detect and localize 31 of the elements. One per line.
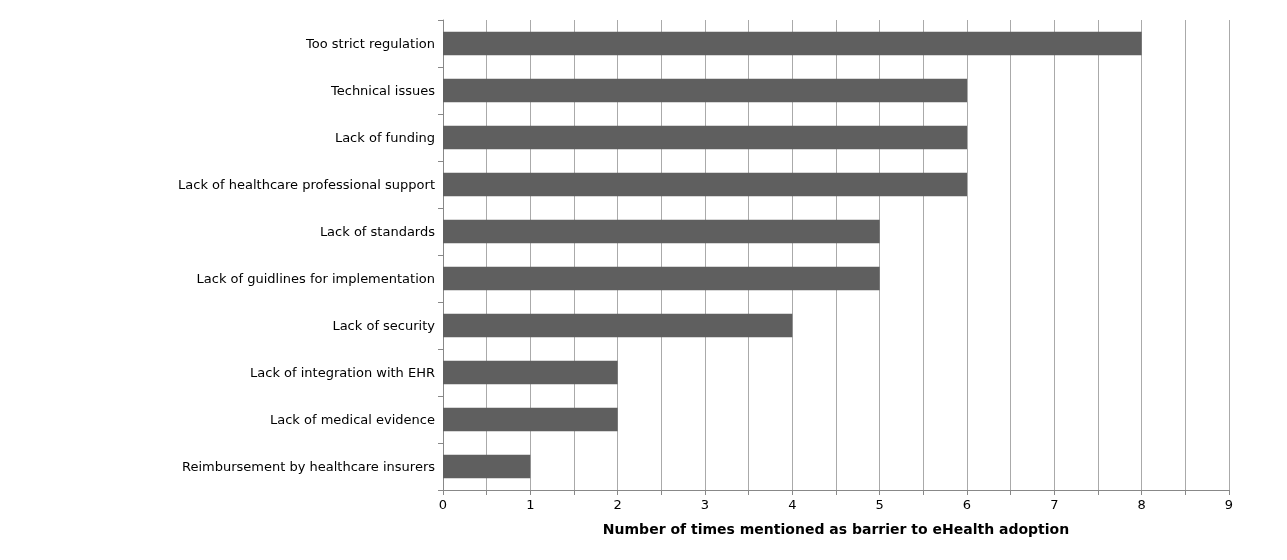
bar: [443, 407, 618, 432]
x-tick-label: 7: [1050, 497, 1059, 512]
x-tick-label: 2: [613, 497, 622, 512]
x-tick-label: 4: [788, 497, 797, 512]
bar: [443, 313, 793, 338]
bar: [443, 454, 531, 479]
x-tick-label: 3: [700, 497, 710, 512]
y-tick-label: Technical issues: [330, 83, 436, 98]
y-tick-label: Lack of funding: [334, 130, 435, 145]
x-tick-label: 9: [1224, 497, 1234, 512]
x-tick-label: 0: [438, 497, 448, 512]
y-tick-label: Lack of healthcare professional support: [178, 177, 435, 192]
bar: [443, 266, 880, 291]
x-axis-title: Number of times mentioned as barrier to eHealth adoption: [602, 521, 1070, 537]
bar: [443, 360, 618, 385]
x-tick-label: 6: [962, 497, 972, 512]
x-tick-label: 1: [526, 497, 535, 512]
bar: [443, 125, 967, 150]
bar: [443, 31, 1142, 56]
y-tick-label: Lack of guidlines for implementation: [196, 271, 435, 286]
x-tick-label: 8: [1137, 497, 1146, 512]
x-tick-label: 5: [875, 497, 884, 512]
y-tick-label: Lack of integration with EHR: [250, 365, 435, 380]
y-tick-label: Too strict regulation: [304, 36, 435, 51]
y-tick-label: Reimbursement by healthcare insurers: [181, 459, 436, 474]
y-tick-label: Lack of medical evidence: [269, 412, 435, 427]
bar: [443, 172, 967, 197]
bar: [443, 78, 967, 103]
bar: [443, 219, 880, 244]
y-tick-label: Lack of security: [332, 318, 436, 333]
y-tick-label: Lack of standards: [319, 224, 436, 239]
